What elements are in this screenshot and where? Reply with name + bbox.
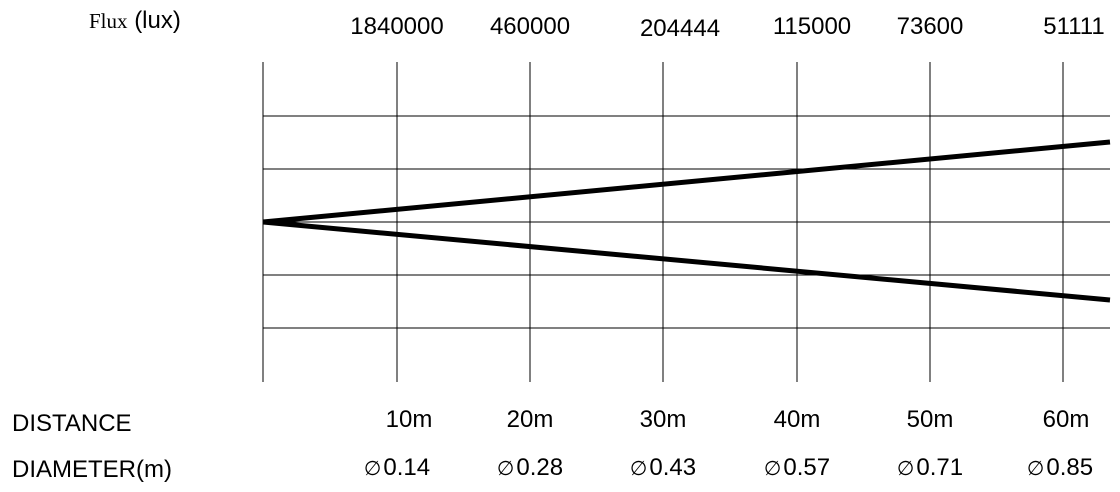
diameter-value: ∅0.71 [896,454,964,481]
distance-label: DISTANCE [12,410,132,437]
flux-value: 1840000 [350,13,444,40]
flux-label-word: Flux [89,9,128,33]
flux-value: 204444 [639,15,721,42]
flux-label: Flux (lux) [89,6,181,36]
diameter-value: ∅0.28 [496,454,564,481]
diameter-symbol-icon: ∅ [1026,458,1045,480]
distance-value: 20m [506,406,554,433]
diameter-label: DIAMETER(m) [12,456,172,483]
distance-value: 30m [639,406,687,433]
diameter-value: ∅0.85 [1026,454,1094,481]
diameter-symbol-icon: ∅ [496,458,515,480]
diameter-symbol-icon: ∅ [896,458,915,480]
flux-value: 73600 [896,13,964,40]
diameter-value: ∅0.43 [629,454,697,481]
diameter-symbol-icon: ∅ [629,458,648,480]
flux-value: 460000 [489,13,571,40]
flux-label-unit: (lux) [134,7,181,34]
distance-value: 10m [385,406,433,433]
distance-value: 40m [773,406,821,433]
diameter-value: ∅0.57 [763,454,831,481]
diameter-symbol-icon: ∅ [363,458,382,480]
flux-value: 51111 [1043,13,1105,40]
diameter-symbol-icon: ∅ [763,458,782,480]
distance-value: 60m [1042,406,1090,433]
distance-value: 50m [906,406,954,433]
flux-value: 115000 [772,13,852,40]
diameter-value: ∅0.14 [363,454,431,481]
beam-lower-edge [262,219,1111,303]
beam-upper-edge [262,139,1111,225]
